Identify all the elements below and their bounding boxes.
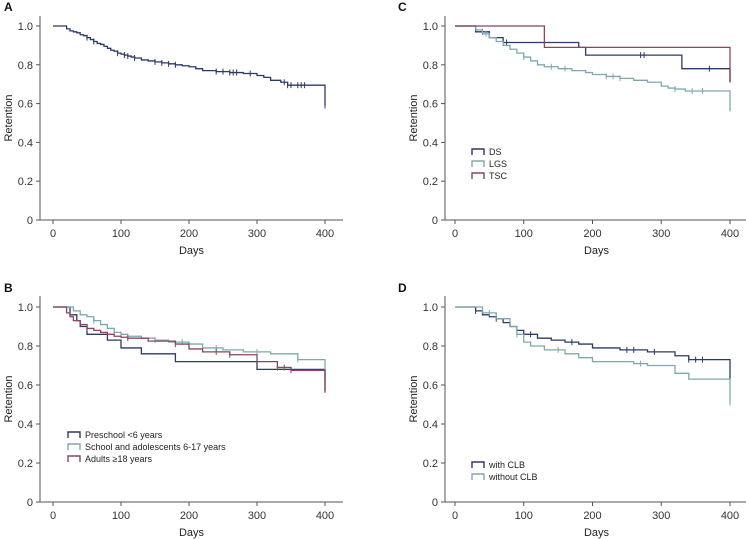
y-tick-label: 0.8 [18, 341, 33, 353]
panel-letter: B [4, 281, 13, 295]
x-tick-label: 400 [316, 228, 334, 240]
x-tick-label: 300 [248, 228, 266, 240]
x-tick-label: 300 [652, 510, 670, 522]
y-tick-label: 0.4 [18, 419, 33, 431]
y-tick-label: 0.2 [423, 176, 438, 188]
legend-label: without CLB [488, 472, 538, 482]
x-tick-label: 300 [248, 510, 266, 522]
x-tick-label: 400 [721, 228, 739, 240]
y-tick-label: 0.6 [18, 99, 33, 111]
y-tick-label: 1.0 [18, 302, 33, 314]
y-tick-label: 0.8 [423, 60, 438, 72]
x-tick-label: 0 [452, 510, 458, 522]
y-tick-label: 0.4 [423, 419, 438, 431]
legend-swatch [471, 148, 485, 155]
legend-label: School and adolescents 6-17 years [85, 442, 226, 452]
y-tick-label: 0.2 [18, 176, 33, 188]
y-tick-label: 0 [432, 497, 438, 509]
panel-letter: D [398, 281, 407, 295]
y-tick-label: 0.2 [423, 458, 438, 470]
x-tick-label: 100 [515, 510, 533, 522]
y-tick-label: 0.6 [423, 380, 438, 392]
x-tick-label: 200 [180, 228, 198, 240]
y-tick-label: 0.4 [423, 137, 438, 149]
y-tick-label: 1.0 [18, 21, 33, 33]
legend-label: LGS [489, 159, 507, 169]
x-tick-label: 200 [583, 510, 601, 522]
km-curve-preschool-6-years [53, 306, 326, 391]
x-tick-label: 100 [112, 228, 130, 240]
legend-label: Adults ≥18 years [85, 454, 152, 464]
legend: Preschool <6 years School and adolescents… [67, 430, 226, 464]
x-tick-label: 300 [652, 228, 670, 240]
legend-label: with CLB [488, 460, 525, 470]
legend-label: TSC [489, 171, 508, 181]
panel-b: B 0 0.2 0.4 0.6 0.8 1.0 0 100 200 300 400 Days Retent… [3, 281, 343, 539]
x-axis-title: Days [179, 527, 205, 539]
panel-d: D 0 0.2 0.4 0.6 0.8 1.0 0 100 200 300 400 Days Retent… [398, 281, 746, 539]
legend: DS LGS TSC [471, 147, 508, 181]
legend-swatch [471, 473, 485, 480]
km-curve-without-clb [455, 306, 731, 403]
legend-swatch [67, 443, 81, 450]
y-tick-label: 0.2 [18, 458, 33, 470]
x-tick-label: 0 [452, 228, 458, 240]
panel-letter: C [398, 0, 407, 14]
km-curve-all-patients [53, 25, 326, 106]
x-tick-label: 0 [50, 228, 56, 240]
y-tick-label: 1.0 [423, 302, 438, 314]
km-curve-school-and-adolescents-6-17-years [53, 306, 326, 382]
y-tick-label: 0.8 [423, 341, 438, 353]
y-tick-label: 0.8 [18, 60, 33, 72]
y-axis-title: Retention [3, 94, 15, 141]
legend-swatch [67, 455, 81, 462]
x-tick-label: 100 [515, 228, 533, 240]
km-curve-with-clb [455, 306, 731, 380]
km-curve-adults-18-years [53, 306, 326, 393]
legend-label: Preschool <6 years [85, 430, 163, 440]
km-curve-ds [455, 25, 731, 83]
legend-swatch [471, 172, 485, 179]
x-tick-label: 0 [50, 510, 56, 522]
x-axis-title: Days [179, 245, 205, 257]
y-tick-label: 0.6 [18, 380, 33, 392]
y-tick-label: 0.6 [423, 99, 438, 111]
panel-letter: A [4, 0, 13, 14]
y-tick-label: 0.4 [18, 137, 33, 149]
y-axis-title: Retention [3, 375, 15, 422]
legend-swatch [471, 461, 485, 468]
panel-c: C 0 0.2 0.4 0.6 0.8 1.0 0 100 200 300 400 Days Retent… [398, 0, 746, 257]
legend-swatch [471, 160, 485, 167]
x-tick-label: 100 [112, 510, 130, 522]
x-tick-label: 200 [180, 510, 198, 522]
legend-label: DS [489, 147, 502, 157]
y-tick-label: 0 [27, 215, 33, 227]
y-axis-title: Retention [408, 375, 420, 422]
legend: with CLB without CLB [471, 460, 538, 482]
x-tick-label: 400 [721, 510, 739, 522]
x-tick-label: 400 [316, 510, 334, 522]
km-curve-lgs [455, 25, 731, 112]
panel-a: A 0 0.2 0.4 0.6 0.8 1.0 0 100 200 300 400 Days Retent… [3, 0, 343, 257]
y-axis-title: Retention [408, 94, 420, 141]
y-tick-label: 0 [432, 215, 438, 227]
y-tick-label: 1.0 [423, 21, 438, 33]
x-axis-title: Days [584, 245, 610, 257]
legend-swatch [67, 431, 81, 438]
x-tick-label: 200 [583, 228, 601, 240]
x-axis-title: Days [584, 527, 610, 539]
km-curve-tsc [455, 25, 731, 83]
y-tick-label: 0 [27, 497, 33, 509]
